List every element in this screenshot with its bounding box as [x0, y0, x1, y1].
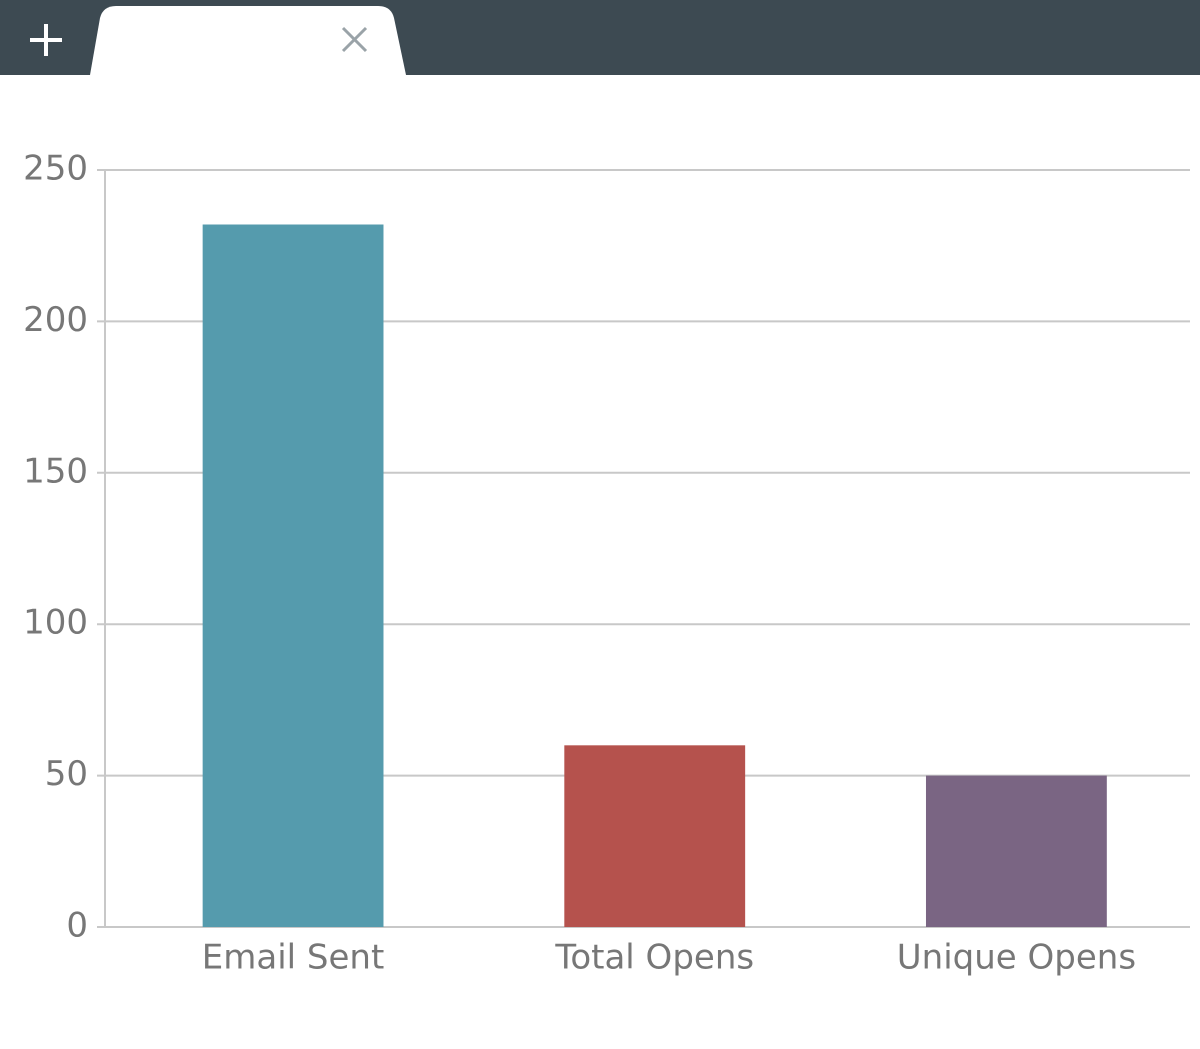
x-tick-label: Email Sent	[202, 938, 385, 978]
y-tick-label: 100	[23, 603, 88, 643]
y-tick-label: 250	[23, 149, 88, 189]
chart: 0 50 100 150 200 250 Email Sent Total Opens Uniq…	[23, 149, 1190, 978]
bar	[925, 775, 1107, 927]
x-tick-label: Unique Opens	[897, 938, 1136, 978]
browser-tab[interactable]	[90, 6, 406, 75]
bar	[564, 745, 746, 927]
y-tick-label: 50	[45, 754, 88, 794]
y-tick-label: 150	[23, 451, 88, 491]
bar	[202, 224, 384, 927]
close-tab-button[interactable]	[341, 26, 368, 53]
x-tick-label: Total Opens	[554, 938, 754, 978]
y-tick-label: 0	[66, 906, 88, 946]
new-tab-button[interactable]	[30, 24, 62, 56]
y-tick-label: 200	[23, 300, 88, 340]
